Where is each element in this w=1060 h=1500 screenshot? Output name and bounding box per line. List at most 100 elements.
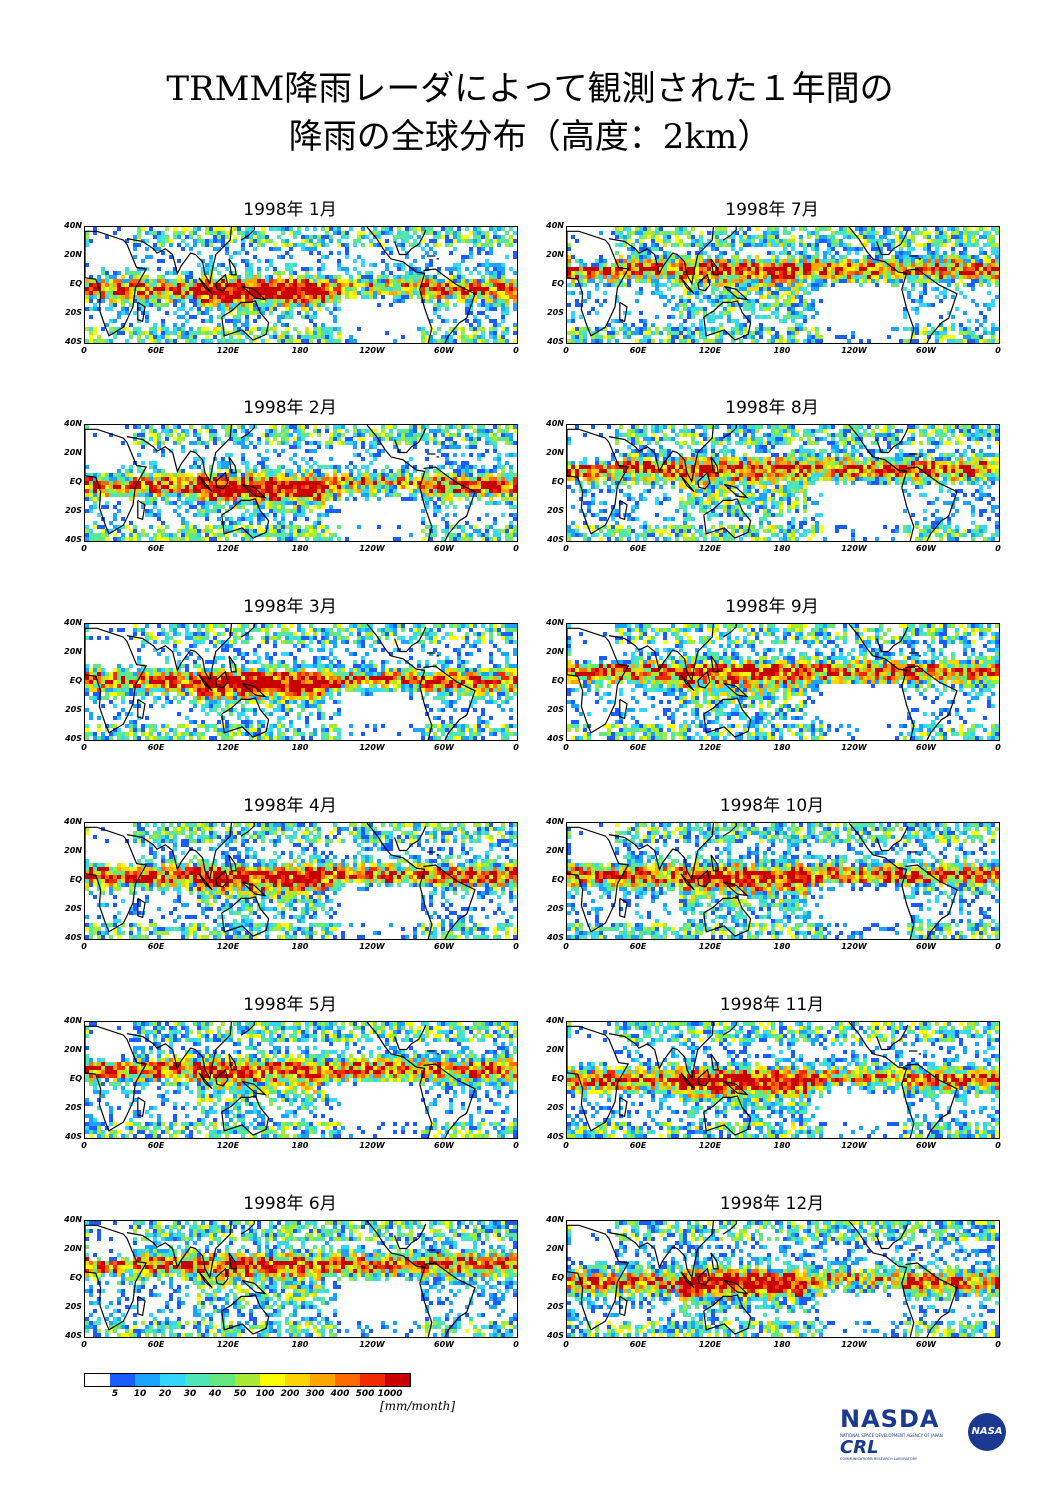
x-axis-label: 0 [81,942,87,951]
x-axis-label: 60E [148,544,165,553]
y-axis-label: 20N [542,846,564,856]
x-axis-label: 0 [81,743,87,752]
x-axis-label: 60E [148,346,165,355]
coastline [394,229,427,256]
map-panel: 1998年 9月 40N 20N EQ 20S 40S 0 60E 120E 180 120W 60W… [542,597,1002,772]
x-axis-label: 0 [513,544,519,553]
y-axis-label: EQ [542,676,564,686]
x-axis-label: 60W [916,1340,936,1349]
coastline [703,1095,752,1136]
rain-map [84,424,518,542]
coastline [876,1223,909,1250]
coastline [198,1072,213,1090]
coastline [619,897,628,919]
legend-swatch [135,1374,160,1386]
y-axis-label: 40S [60,1331,82,1341]
coastline [703,896,752,937]
rain-map [84,623,518,741]
panel-title: 1998年 7月 [542,200,1002,220]
x-axis-label: 180 [774,544,791,553]
coastline [221,896,270,937]
coastline [876,825,909,852]
y-axis-label: 40N [60,1215,82,1225]
map-panel: 1998年 12月 40N 20N EQ 20S 40S 0 60E 120E 180 120W 60… [542,1194,1002,1369]
legend-swatch [210,1374,235,1386]
x-axis-label: 120W [841,743,867,752]
coastline [215,471,229,490]
x-axis-label: 0 [563,346,569,355]
legend-label: 100 [256,1389,275,1399]
x-axis-label: 60E [148,1340,165,1349]
y-axis-label: 40N [542,419,564,429]
coastline [680,674,695,692]
y-axis-label: 40S [60,734,82,744]
coastline [723,1279,749,1295]
coastline [126,823,232,882]
coastline [710,258,719,276]
coastline [126,1022,232,1081]
coastline [228,1053,237,1071]
y-axis-label: EQ [542,875,564,885]
rain-map-svg [85,425,517,541]
y-axis-label: 20S [60,506,82,516]
coastline [567,428,630,535]
panel-title: 1998年 4月 [60,796,520,816]
x-axis-label: 60W [916,743,936,752]
coastline [722,1221,737,1235]
x-axis-label: 180 [292,743,309,752]
x-axis-label: 60W [434,346,454,355]
x-axis-label: 60W [916,544,936,553]
y-axis-label: 20S [542,506,564,516]
coastline [221,1095,270,1136]
coastline [848,624,915,740]
x-axis-label: 120W [359,942,385,951]
coastline [722,1022,737,1036]
coastline [848,227,915,343]
nasa-logo: NASA [968,1413,1006,1451]
coastline [703,300,752,341]
coastline [198,277,213,295]
rain-map-svg [85,1221,517,1337]
x-axis-label: 120E [217,743,239,752]
legend-label: 40 [209,1389,222,1399]
coastline [905,665,958,740]
coastline [241,1080,267,1096]
coastline [905,864,958,939]
x-axis-label: 120E [217,346,239,355]
y-axis-label: 20S [60,904,82,914]
coastline [722,425,737,439]
coastline [241,1279,267,1295]
coastline [394,1223,427,1250]
x-axis-label: 120E [699,346,721,355]
x-axis-label: 180 [292,942,309,951]
legend-swatch [310,1374,335,1386]
y-axis-label: 40N [542,618,564,628]
x-axis-label: 60E [630,1141,647,1150]
y-axis-label: EQ [542,1273,564,1283]
y-axis-label: 40N [542,1215,564,1225]
coastline [215,1068,229,1087]
coastline [221,1294,270,1335]
x-axis-label: 0 [81,544,87,553]
coastline [126,624,232,683]
coastline [366,227,433,343]
legend-swatch [385,1374,410,1386]
coastline [848,1221,915,1337]
coastline [241,285,267,301]
coastline [608,227,714,286]
x-axis-label: 60W [434,544,454,553]
coastline [423,1262,476,1337]
x-axis-label: 180 [774,743,791,752]
coastline [126,1221,232,1280]
x-axis-label: 60E [630,743,647,752]
x-axis-label: 60W [434,743,454,752]
rain-map-svg [567,823,999,939]
coastline [703,498,752,539]
y-axis-label: 40S [542,933,564,943]
y-axis-label: EQ [60,875,82,885]
y-axis-label: EQ [60,279,82,289]
x-axis-label: 0 [563,1340,569,1349]
y-axis-label: 20S [542,1302,564,1312]
coastline [567,826,630,933]
coastline [697,471,711,490]
